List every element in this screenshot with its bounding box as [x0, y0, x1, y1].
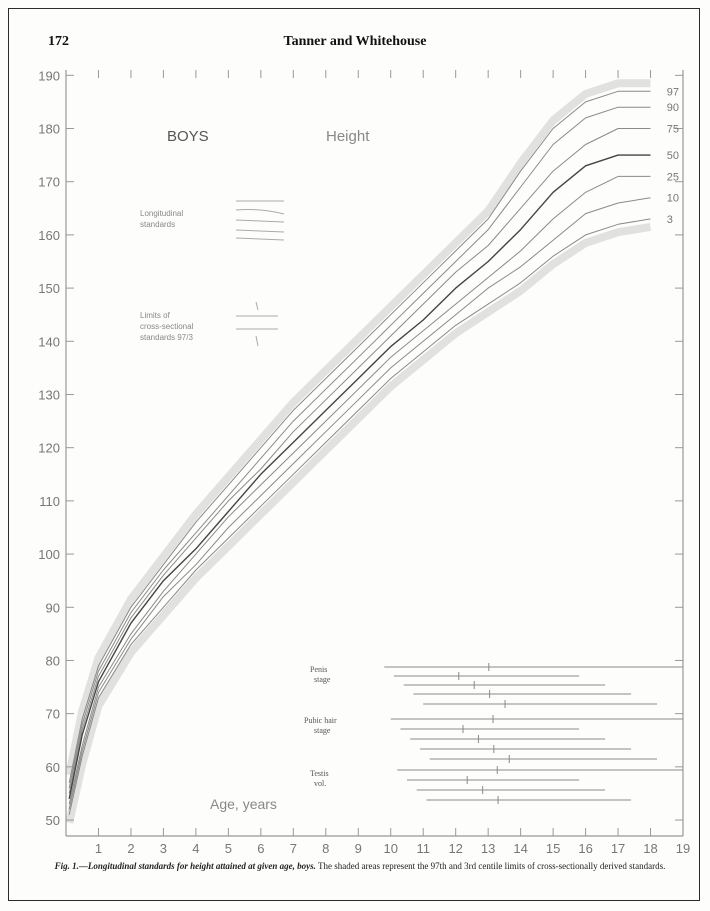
age-axis-label: Age, years: [210, 796, 277, 812]
x-tick-label-9: 9: [355, 841, 362, 856]
legend-longitudinal-lines: [235, 200, 285, 241]
chart-subtitle: Height: [326, 128, 370, 145]
x-tick-label-12: 12: [448, 841, 462, 856]
y-tick-label-180: 180: [38, 122, 60, 137]
y-tick-label-70: 70: [46, 707, 60, 722]
centile-label-75: 75: [667, 124, 679, 136]
x-tick-label-3: 3: [160, 841, 167, 856]
centile-line-25: [68, 175, 651, 805]
centile-labels: 97 90 75 50 25 10 3: [667, 86, 679, 226]
x-tick-label-10: 10: [384, 841, 398, 856]
centile-label-3: 3: [667, 214, 673, 226]
x-tick-label-1: 1: [95, 841, 102, 856]
stage-label-testis-2: vol.: [314, 779, 326, 788]
legend-cross-line3: standards 97/3: [140, 333, 193, 342]
x-tick-label-13: 13: [481, 841, 495, 856]
chart-title: BOYS: [167, 128, 209, 145]
y-tick-label-60: 60: [46, 760, 60, 775]
centile-line-3: [68, 218, 651, 815]
y-tick-label-160: 160: [38, 228, 60, 243]
legend-cross-lines: [236, 301, 278, 347]
stage-label-pubic-2: stage: [314, 726, 331, 735]
y-tick-label-190: 190: [38, 68, 60, 83]
y-tick-label-170: 170: [38, 175, 60, 190]
x-tick-label-2: 2: [127, 841, 134, 856]
y-tick-label-80: 80: [46, 653, 60, 668]
y-tick-label-100: 100: [38, 547, 60, 562]
tick-marks: [66, 70, 684, 836]
shaded-band-upper: [65, 79, 651, 776]
x-tick-label-8: 8: [322, 841, 329, 856]
shaded-bands: [65, 79, 652, 824]
x-tick-label-18: 18: [643, 841, 657, 856]
centile-lines: [68, 90, 651, 815]
running-title: Tanner and Whitehouse: [283, 34, 427, 49]
legend-longitudinal-line2: standards: [140, 220, 175, 229]
legend-cross-line1: Limits of: [140, 311, 171, 320]
figure-caption: Fig. 1.—Longitudinal standards for heigh…: [40, 860, 680, 872]
legend-cross-sectional: Limits of cross-sectional standards 97/3: [140, 301, 278, 347]
stage-label-penis-2: stage: [314, 675, 331, 684]
y-tick-label-110: 110: [39, 494, 60, 509]
y-tick-label-90: 90: [46, 600, 60, 615]
page-number: 172: [48, 34, 69, 49]
centile-label-50: 50: [667, 150, 679, 162]
y-tick-labels: 50 60 70 80 90 100 110 120 130 140 150 160 170 180 190: [38, 68, 60, 828]
x-tick-label-16: 16: [578, 841, 592, 856]
y-tick-label-150: 150: [38, 281, 60, 296]
shaded-band-lower: [65, 222, 652, 824]
centile-line-10: [68, 197, 651, 810]
legend-longitudinal: Longitudinal standards: [140, 200, 285, 241]
x-tick-label-7: 7: [290, 841, 297, 856]
y-tick-label-120: 120: [38, 441, 60, 456]
centile-label-90: 90: [667, 102, 679, 114]
stage-label-testis-1: Testis: [310, 769, 329, 778]
centile-line-90: [68, 106, 651, 789]
y-tick-label-140: 140: [38, 334, 60, 349]
centile-line-75: [68, 128, 651, 794]
page-frame: [8, 8, 700, 901]
puberty-stage-bars: Penis stage Pubic hair stage Testis vol.: [304, 663, 683, 804]
y-tick-label-50: 50: [46, 813, 60, 828]
centile-line-50: [68, 154, 651, 799]
x-tick-labels: 1 2 3 4 5 6 7 8 9 10 11 12 13 14 15 16 17 18 19: [95, 841, 690, 856]
y-tick-label-130: 130: [38, 387, 60, 402]
centile-label-97: 97: [667, 86, 679, 98]
stage-label-penis-1: Penis: [310, 665, 327, 674]
centile-line-97: [68, 90, 651, 783]
caption-lead: Fig. 1.—Longitudinal standards for heigh…: [54, 861, 316, 871]
x-tick-label-17: 17: [611, 841, 625, 856]
legend-longitudinal-line1: Longitudinal: [140, 209, 183, 218]
x-tick-label-11: 11: [416, 841, 430, 856]
x-tick-label-15: 15: [546, 841, 560, 856]
x-tick-label-19: 19: [676, 841, 690, 856]
caption-body: The shaded areas represent the 97th and …: [317, 861, 666, 871]
centile-label-10: 10: [667, 193, 679, 205]
x-tick-label-6: 6: [257, 841, 264, 856]
centile-label-25: 25: [667, 171, 679, 183]
x-tick-label-4: 4: [192, 841, 199, 856]
legend-cross-line2: cross-sectional: [140, 322, 194, 331]
stage-label-pubic-1: Pubic hair: [304, 716, 337, 725]
x-tick-label-5: 5: [225, 841, 232, 856]
x-tick-label-14: 14: [513, 841, 527, 856]
